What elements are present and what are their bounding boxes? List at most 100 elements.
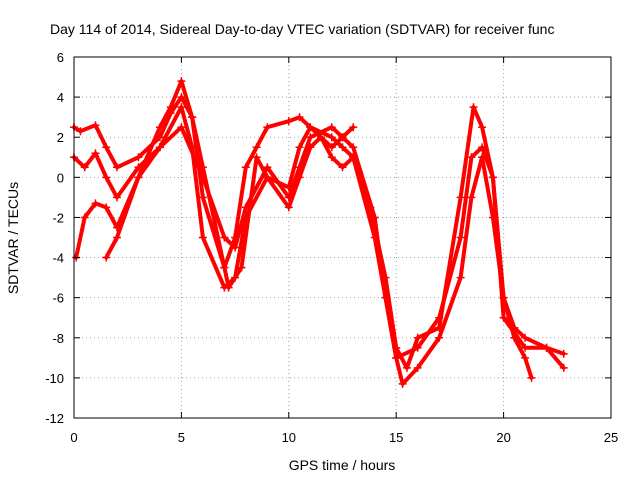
data-point [456, 233, 465, 242]
data-point [252, 153, 261, 162]
x-axis-title: GPS time / hours [289, 457, 396, 473]
data-point [435, 333, 444, 342]
data-point [478, 143, 487, 152]
chart-title: Day 114 of 2014, Sidereal Day-to-day VTE… [50, 21, 554, 37]
data-point [456, 193, 465, 202]
data-point [327, 123, 336, 132]
data-point [102, 253, 111, 262]
data-point [338, 163, 347, 172]
data-point [252, 143, 261, 152]
y-tick-label: -10 [45, 371, 64, 386]
data-point [76, 127, 85, 136]
data-point [398, 379, 407, 388]
y-tick-label: 6 [57, 50, 64, 65]
y-tick-label: -4 [52, 251, 64, 266]
data-point [349, 153, 358, 162]
data-point [327, 153, 336, 162]
data-point [155, 143, 164, 152]
data-point [188, 113, 197, 122]
data-point [263, 173, 272, 182]
series-trace-4 [102, 77, 358, 272]
data-point [527, 373, 536, 382]
y-tick-label: 0 [57, 170, 64, 185]
data-point [284, 117, 293, 126]
tick-layer: -12 -10 -8 -6 -4 -2 0 2 4 6 0 5 10 15 20 25 [45, 50, 618, 445]
data-point [295, 113, 304, 122]
data-point [499, 293, 508, 302]
data-point [112, 193, 121, 202]
y-tick-label: -2 [52, 210, 64, 225]
x-tick-label: 20 [496, 430, 510, 445]
data-point [402, 363, 411, 372]
data-point [413, 343, 422, 352]
data-point [542, 343, 551, 352]
data-point [177, 77, 186, 86]
y-tick-label: 2 [57, 130, 64, 145]
x-tick-label: 5 [178, 430, 185, 445]
data-point [370, 213, 379, 222]
data-point [284, 203, 293, 212]
y-tick-label: -8 [52, 331, 64, 346]
data-point [241, 213, 250, 222]
data-point [338, 133, 347, 142]
data-point [91, 149, 100, 158]
data-point [155, 123, 164, 132]
data-point [488, 173, 497, 182]
x-tick-label: 25 [604, 430, 618, 445]
data-point [306, 143, 315, 152]
data-point [521, 353, 530, 362]
plot-frame [73, 56, 612, 419]
y-tick-label: -12 [45, 411, 64, 426]
data-point [295, 173, 304, 182]
data-point [177, 103, 186, 112]
data-point [499, 313, 508, 322]
data-point [467, 193, 476, 202]
data-point [177, 123, 186, 132]
data-point [338, 143, 347, 152]
data-point [521, 333, 530, 342]
data-point [102, 173, 111, 182]
data-point [559, 363, 568, 372]
data-point [478, 123, 487, 132]
data-point [241, 163, 250, 172]
data-point [220, 233, 229, 242]
data-point [435, 313, 444, 322]
data-point [263, 163, 272, 172]
x-tick-label: 15 [389, 430, 403, 445]
data-point [80, 163, 89, 172]
data-point [306, 123, 315, 132]
data-point [166, 103, 175, 112]
data-point [134, 173, 143, 182]
data-point [349, 123, 358, 132]
data-point [112, 233, 121, 242]
data-point [392, 353, 401, 362]
series-layer [70, 77, 568, 388]
data-point [478, 153, 487, 162]
grid-layer [74, 57, 611, 418]
data-point [381, 293, 390, 302]
data-point [306, 133, 315, 142]
y-axis-title: SDTVAR / TECUs [5, 182, 21, 294]
data-point [198, 193, 207, 202]
data-point [112, 163, 121, 172]
data-point [102, 203, 111, 212]
data-point [488, 213, 497, 222]
data-point [370, 233, 379, 242]
x-tick-label: 10 [282, 430, 296, 445]
data-point [327, 143, 336, 152]
data-point [349, 143, 358, 152]
data-point [559, 349, 568, 358]
data-point [510, 333, 519, 342]
data-point [467, 153, 476, 162]
data-point [231, 233, 240, 242]
data-point [469, 103, 478, 112]
data-point [456, 273, 465, 282]
data-point [220, 263, 229, 272]
data-point [413, 333, 422, 342]
data-point [327, 133, 336, 142]
data-point [91, 121, 100, 130]
x-tick-label: 0 [70, 430, 77, 445]
data-point [102, 143, 111, 152]
data-point [295, 143, 304, 152]
